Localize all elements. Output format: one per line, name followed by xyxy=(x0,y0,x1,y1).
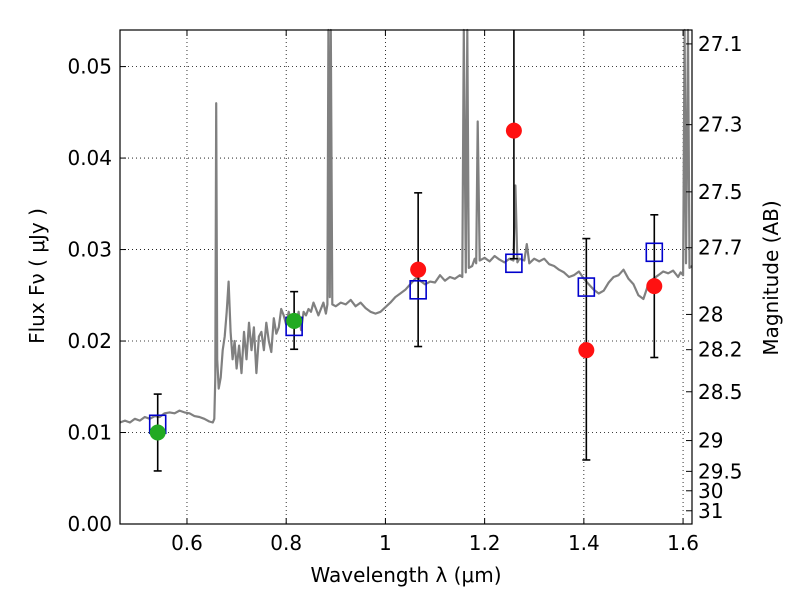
spectrum-layer xyxy=(119,28,693,424)
marker-layer xyxy=(148,122,664,441)
right-tick-label: 27.3 xyxy=(698,113,743,137)
y-tick-label: 0.02 xyxy=(67,329,112,353)
y-tick-label: 0.01 xyxy=(67,421,112,445)
right-tick-label: 27.7 xyxy=(698,236,743,260)
right-tick-label: 29 xyxy=(698,429,723,453)
right-tick-label: 28.5 xyxy=(698,380,743,404)
data-point-marker xyxy=(410,261,427,278)
x-tick-label: 1.4 xyxy=(568,531,600,555)
data-point-marker xyxy=(578,342,595,359)
x-tick-label: 1 xyxy=(379,531,392,555)
x-tick-label: 1.2 xyxy=(469,531,501,555)
x-tick-label: 0.6 xyxy=(171,531,203,555)
right-tick-label: 28.2 xyxy=(698,338,743,362)
grid-lines xyxy=(120,30,692,525)
data-point-marker xyxy=(286,312,303,329)
model-square-marker xyxy=(645,242,664,263)
x-tick-label: 0.8 xyxy=(270,531,302,555)
model-square-marker xyxy=(409,280,427,300)
data-point-marker xyxy=(646,278,663,295)
model-square-marker xyxy=(505,253,523,274)
x-tick-label: 1.6 xyxy=(667,531,699,555)
plot-frame xyxy=(119,29,693,525)
right-tick-label: 27.5 xyxy=(698,180,743,204)
x-axis-label: Wavelength λ (μm) xyxy=(310,563,501,587)
model-square-marker xyxy=(577,277,596,297)
errorbar-layer xyxy=(153,30,659,472)
right-tick-label: 27.1 xyxy=(698,32,743,56)
right-tick-label: 31 xyxy=(698,499,723,523)
spectrum-line xyxy=(119,28,693,424)
y-tick-label: 0.04 xyxy=(67,146,112,170)
data-point-marker xyxy=(149,424,166,441)
right-tick-label: 28 xyxy=(698,302,723,326)
y-tick-label: 0.03 xyxy=(67,238,112,262)
tick-layer: 0.6 0.8 1 1.2 1.4 1.6 0.00 0.01 0.02 0.03 0.04 0.05… xyxy=(67,30,743,555)
y-tick-label: 0.00 xyxy=(67,512,112,536)
right-tick-label: 30 xyxy=(698,479,723,503)
y-tick-label: 0.05 xyxy=(67,55,112,79)
right-axis-label: Magnitude (AB) xyxy=(759,200,783,355)
right-tick-label: 29.5 xyxy=(698,459,743,483)
y-axis-label: Flux Fν ( μJy ) xyxy=(25,208,49,344)
data-point-marker xyxy=(505,122,522,139)
